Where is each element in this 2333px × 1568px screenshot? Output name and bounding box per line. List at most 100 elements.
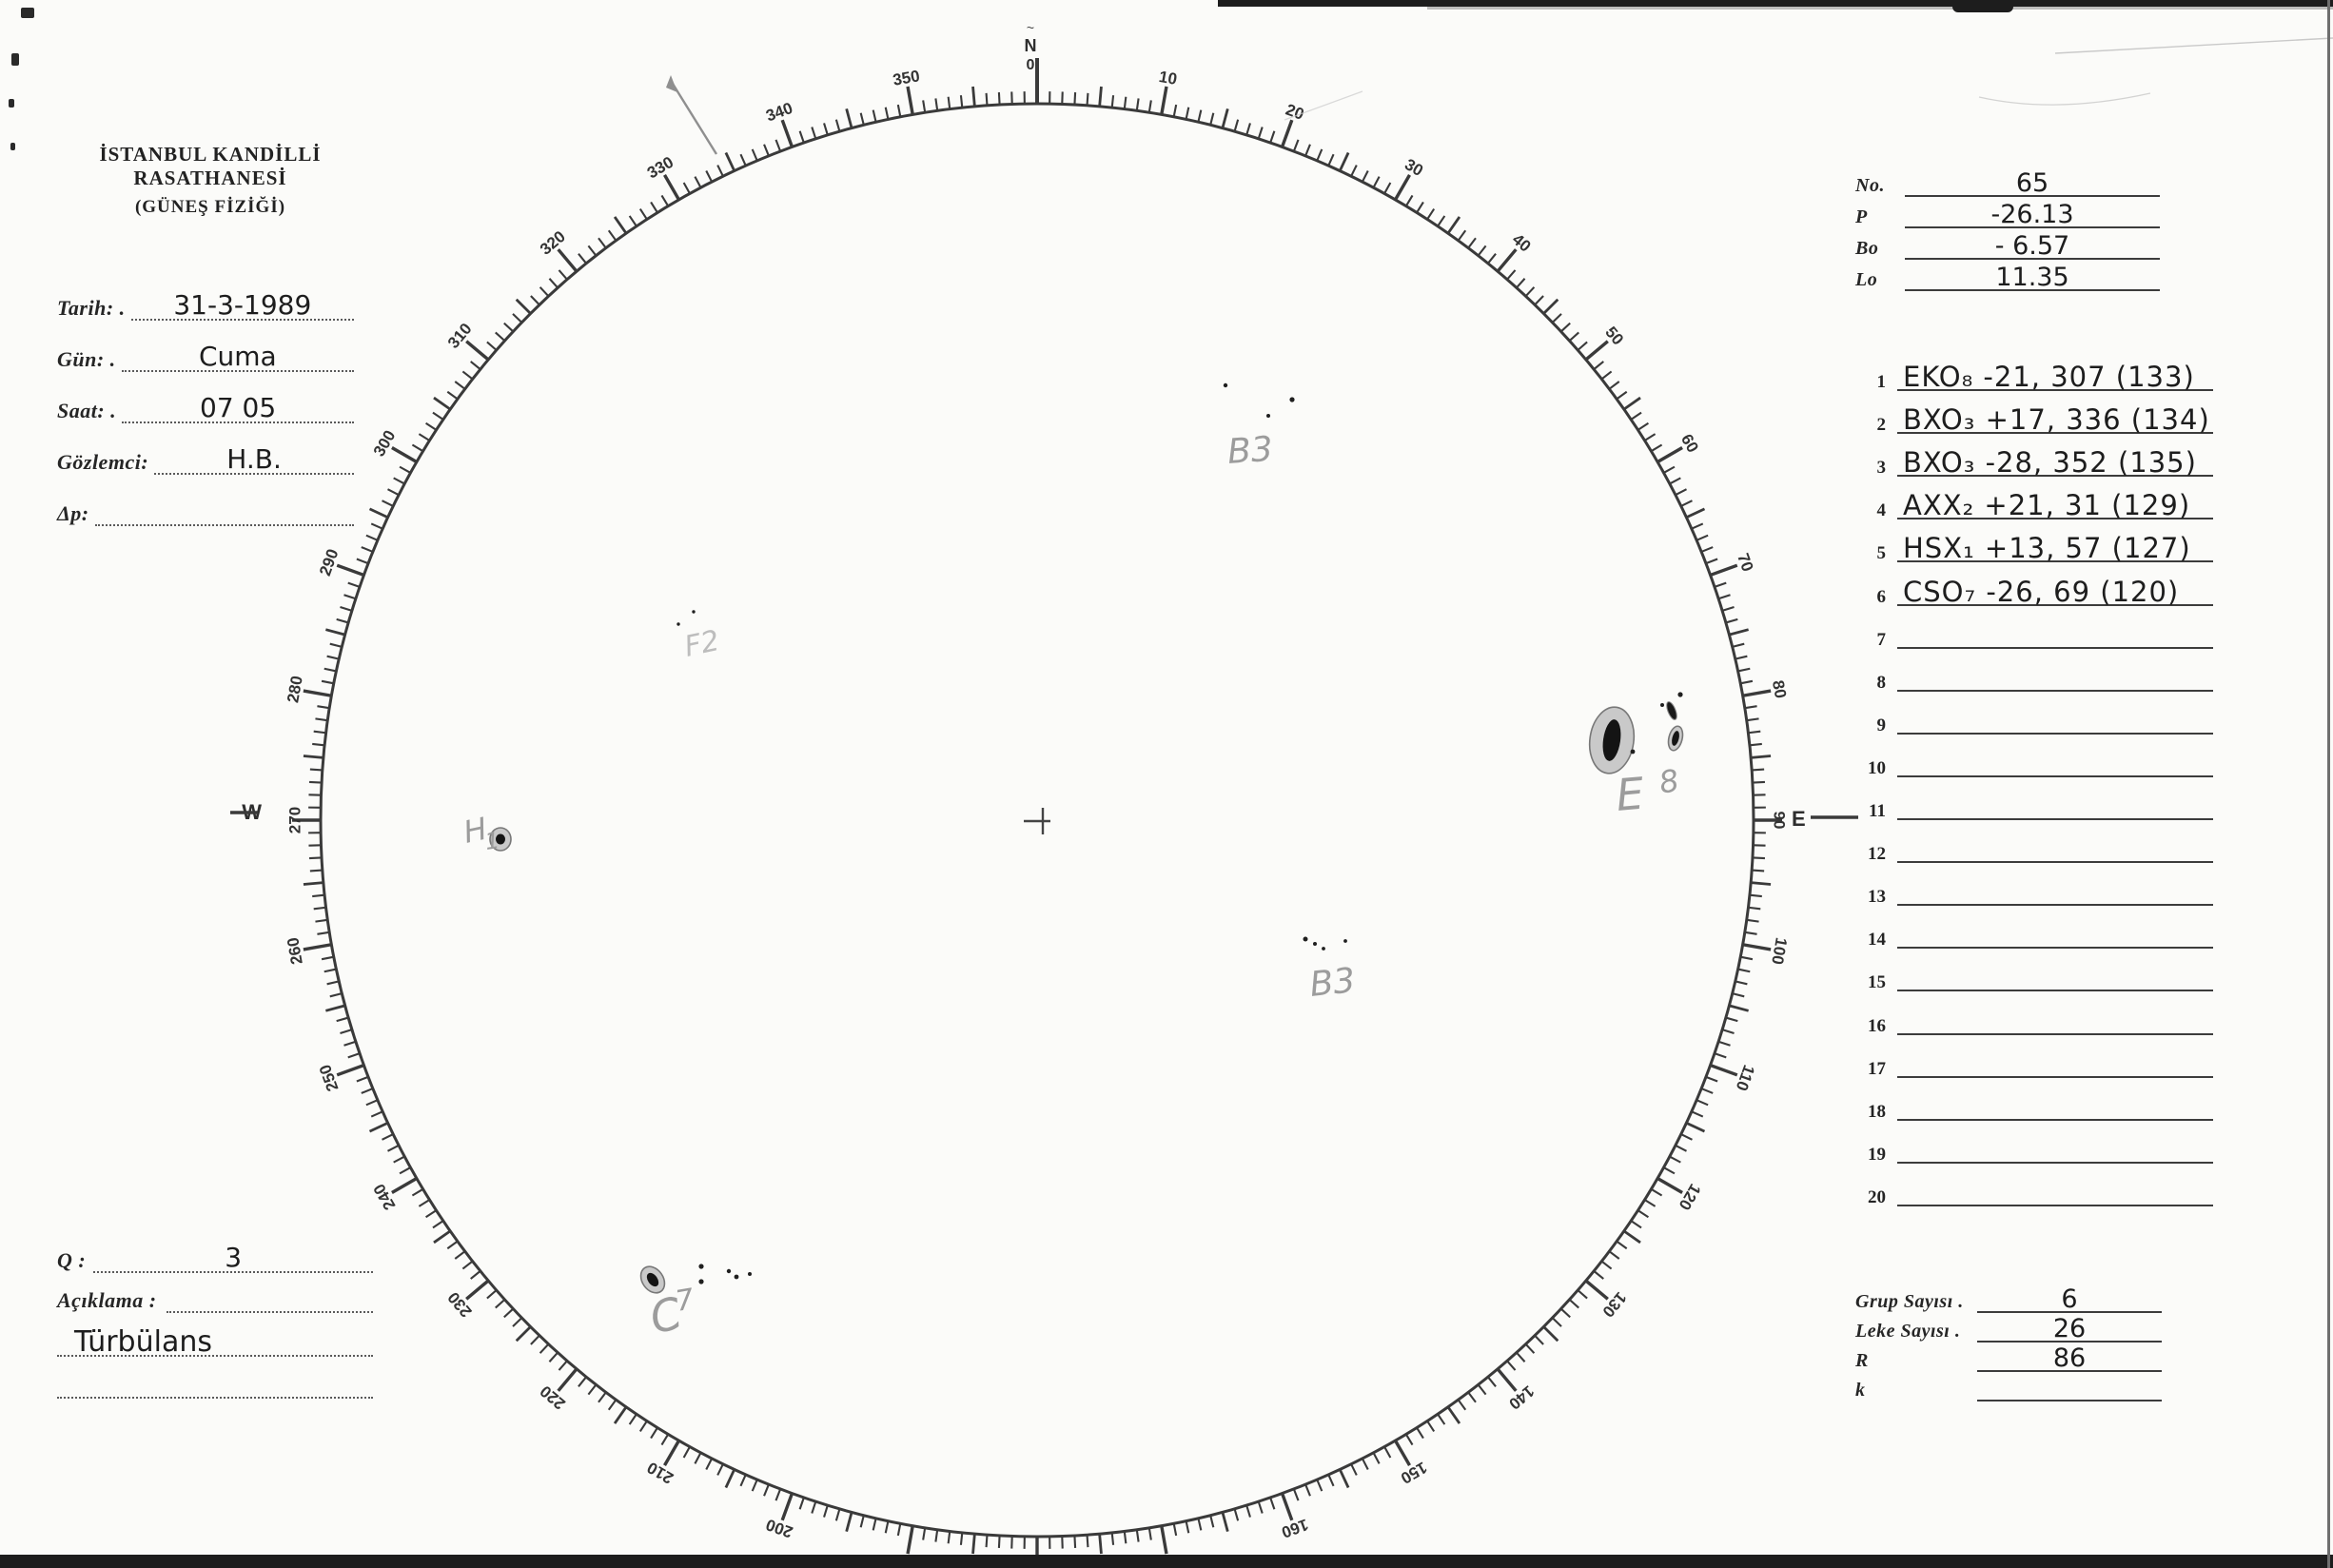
form-line xyxy=(94,473,354,526)
group-row-number: 4 xyxy=(1876,500,1887,521)
tick-301 xyxy=(411,443,424,453)
totals-row: Grup Sayısı . 6 xyxy=(1855,1284,2162,1314)
tick-131 xyxy=(1577,1289,1588,1300)
group-list-row: 1 EKO₈ -21, 307 (133) xyxy=(1855,353,2219,393)
tick-86 xyxy=(1752,768,1765,772)
tick-159 xyxy=(1292,1488,1300,1501)
tick-70 xyxy=(1710,563,1738,578)
empty-remark-line xyxy=(57,1355,373,1399)
sunspot-umbra xyxy=(496,833,505,845)
tick-57 xyxy=(1637,421,1649,431)
group-row-number: 11 xyxy=(1869,801,1886,821)
tick-58 xyxy=(1644,433,1657,441)
tick-338 xyxy=(763,144,770,157)
tick-140 xyxy=(1496,1367,1518,1392)
group-list-row: 13 xyxy=(1855,868,2219,908)
group-row-line xyxy=(1897,990,2213,992)
tick-66 xyxy=(1691,522,1704,530)
group-row-number: 18 xyxy=(1868,1101,1886,1122)
north-label: N xyxy=(1025,36,1037,55)
group-list-row: 6 CSO₇ -26, 69 (120) xyxy=(1855,568,2219,608)
scan-edge-right-line xyxy=(2327,0,2330,1568)
tick-5 xyxy=(1098,86,1103,107)
form-value: Cuma xyxy=(198,341,277,372)
tick-59 xyxy=(1650,443,1663,453)
east-label: E xyxy=(1792,807,1806,831)
totals-value: 6 xyxy=(2061,1284,2078,1314)
degree-label-160: 160 xyxy=(1279,1515,1310,1541)
tick-282 xyxy=(323,667,337,673)
pencil-arrow-shaft xyxy=(671,83,718,155)
tick-248 xyxy=(361,1088,374,1094)
remark-line: Türbülans xyxy=(57,1311,373,1359)
tick-228 xyxy=(495,1299,506,1309)
tick-155 xyxy=(1338,1468,1350,1489)
tick-355 xyxy=(971,86,976,107)
tick-102 xyxy=(1737,968,1751,973)
tick-141 xyxy=(1487,1376,1497,1387)
degree-label-280: 280 xyxy=(284,675,306,704)
tick-18 xyxy=(1257,127,1264,140)
tick-195 xyxy=(845,1511,853,1532)
group-row-number: 9 xyxy=(1876,715,1887,735)
empty-remark-row xyxy=(57,1357,373,1399)
degree-label-240: 240 xyxy=(370,1181,400,1213)
degree-label-230: 230 xyxy=(444,1288,476,1321)
degree-label-270: 270 xyxy=(285,807,304,833)
tick-120 xyxy=(1657,1177,1683,1194)
tick-206 xyxy=(716,1463,724,1476)
tick-68 xyxy=(1700,546,1714,553)
tick-67 xyxy=(1696,534,1709,541)
group-row-number: 16 xyxy=(1868,1015,1886,1036)
group-row-number: 13 xyxy=(1868,887,1886,908)
tick-148 xyxy=(1416,1427,1424,1440)
form-label: Saat: . xyxy=(57,399,117,422)
tick-143 xyxy=(1467,1391,1477,1403)
tick-115 xyxy=(1685,1121,1706,1133)
tick-201 xyxy=(774,1488,782,1501)
group-row-number: 14 xyxy=(1868,930,1886,951)
tick-99 xyxy=(1744,931,1757,935)
sunspots xyxy=(489,382,1684,1294)
tick-225 xyxy=(515,1325,532,1343)
tick-208 xyxy=(694,1452,702,1464)
tick-249 xyxy=(356,1075,369,1083)
tick-215 xyxy=(613,1406,628,1424)
tick-203 xyxy=(751,1479,758,1492)
tick-251 xyxy=(347,1052,361,1059)
tick-6 xyxy=(1110,95,1115,108)
tick-73 xyxy=(1721,606,1735,612)
tick-76 xyxy=(1732,642,1745,648)
tick-217 xyxy=(598,1391,607,1403)
sunspot-pore xyxy=(1313,942,1317,946)
tick-296 xyxy=(382,500,394,507)
degree-label-110: 110 xyxy=(1733,1063,1758,1093)
scan-speck xyxy=(11,53,19,66)
tick-36 xyxy=(1457,229,1467,242)
tick-343 xyxy=(823,123,829,136)
param-line: 11.35 xyxy=(1905,258,2160,292)
tick-291 xyxy=(356,558,369,565)
group-row-line xyxy=(1897,475,2213,478)
tick-127 xyxy=(1608,1250,1620,1260)
tick-192 xyxy=(884,1520,890,1534)
group-list-row: 3 BXO₃ -28, 352 (135) xyxy=(1855,439,2219,479)
group-entry: BXO₃ -28, 352 (135) xyxy=(1903,446,2197,480)
tick-322 xyxy=(587,245,598,257)
tick-185 xyxy=(971,1534,976,1555)
tick-124 xyxy=(1630,1220,1642,1229)
tick-342 xyxy=(811,127,817,140)
tick-205 xyxy=(724,1468,736,1489)
tick-258 xyxy=(323,968,337,973)
tick-146 xyxy=(1437,1413,1446,1425)
sunspot-pore xyxy=(748,1272,752,1276)
group-row-number: 20 xyxy=(1868,1186,1886,1207)
tick-212 xyxy=(650,1427,658,1440)
tick-69 xyxy=(1705,558,1718,565)
tick-53 xyxy=(1608,381,1620,390)
tick-75 xyxy=(1728,628,1749,637)
tick-257 xyxy=(326,980,340,986)
tick-327 xyxy=(638,208,648,221)
param-line: - 6.57 xyxy=(1905,226,2160,261)
tick-357 xyxy=(997,91,1001,106)
